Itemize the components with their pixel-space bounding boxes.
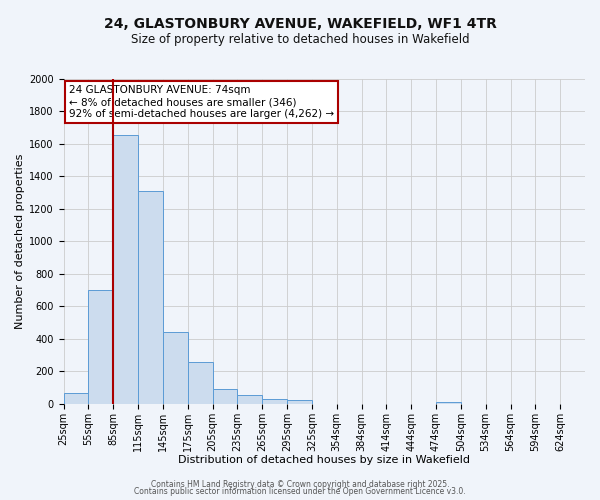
Bar <box>113 135 138 404</box>
Text: Size of property relative to detached houses in Wakefield: Size of property relative to detached ho… <box>131 32 469 46</box>
Bar <box>163 332 188 404</box>
X-axis label: Distribution of detached houses by size in Wakefield: Distribution of detached houses by size … <box>178 455 470 465</box>
Bar <box>287 400 312 404</box>
Text: 24 GLASTONBURY AVENUE: 74sqm
← 8% of detached houses are smaller (346)
92% of se: 24 GLASTONBURY AVENUE: 74sqm ← 8% of det… <box>69 86 334 118</box>
Y-axis label: Number of detached properties: Number of detached properties <box>15 154 25 329</box>
Bar <box>88 290 113 404</box>
Bar <box>64 394 88 404</box>
Text: Contains public sector information licensed under the Open Government Licence v3: Contains public sector information licen… <box>134 487 466 496</box>
Bar <box>212 389 238 404</box>
Bar <box>138 191 163 404</box>
Bar <box>238 395 262 404</box>
Bar <box>262 399 287 404</box>
Bar <box>188 362 212 404</box>
Text: Contains HM Land Registry data © Crown copyright and database right 2025.: Contains HM Land Registry data © Crown c… <box>151 480 449 489</box>
Text: 24, GLASTONBURY AVENUE, WAKEFIELD, WF1 4TR: 24, GLASTONBURY AVENUE, WAKEFIELD, WF1 4… <box>104 18 496 32</box>
Bar <box>436 402 461 404</box>
